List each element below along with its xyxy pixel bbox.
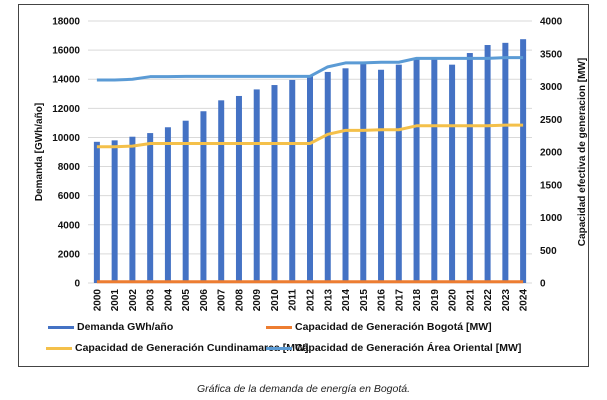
y-tick-label: 2000	[58, 249, 81, 260]
bar	[271, 85, 278, 284]
legend-label: Capacidad de Generación Área Oriental [M…	[295, 342, 522, 354]
bar	[235, 95, 242, 283]
y-tick-label: 8000	[58, 162, 81, 173]
series-line	[96, 56, 524, 82]
y-tick-label: 6000	[58, 191, 81, 202]
legend-swatch	[266, 346, 292, 350]
x-tick-label: 2002	[128, 289, 139, 312]
bar	[93, 141, 100, 283]
y-tick-label: 16000	[52, 46, 80, 57]
y2-tick-label: 1000	[540, 213, 563, 224]
bar	[449, 64, 456, 284]
legend-label: Capacidad de Generación Bogotá [MW]	[295, 321, 492, 333]
bar	[307, 76, 313, 283]
x-tick-label: 2024	[519, 289, 530, 312]
figure-caption: Gráfica de la demanda de energía en Bogo…	[196, 383, 411, 395]
bar	[147, 133, 154, 283]
legend-swatch	[266, 325, 292, 329]
y-tick-label: 0	[74, 279, 80, 290]
legend-item-cundinamarca: Capacidad de Generación Cundinamarca [MW…	[46, 342, 308, 354]
series-line	[96, 123, 524, 149]
bar	[289, 79, 296, 283]
x-tick-label: 2012	[306, 289, 317, 312]
legend-item-demanda: Demanda GWh/año	[48, 321, 173, 333]
y-tick-label: 14000	[52, 75, 80, 86]
x-tick-label: 2017	[394, 289, 405, 312]
y2-tick-label: 3000	[540, 82, 563, 93]
bar	[466, 53, 473, 284]
bar	[520, 39, 527, 283]
y-tick-label: 12000	[52, 104, 80, 115]
x-tick-label: 2006	[199, 289, 210, 312]
y2-tick-label: 2500	[540, 115, 563, 126]
y-tick-label: 4000	[58, 220, 81, 231]
x-tick-label: 2003	[146, 289, 157, 312]
legend-swatch	[48, 325, 74, 329]
x-tick-label: 2016	[377, 289, 388, 312]
bar	[484, 45, 491, 284]
x-tick-label: 2011	[288, 289, 299, 311]
y-axis-label: Demanda [GWh/año]	[34, 103, 45, 201]
bar	[342, 68, 349, 283]
legend-swatch	[46, 346, 72, 350]
y2-axis-label: Capacidad efectiva de generacion [MW]	[577, 58, 588, 246]
legend-label: Capacidad de Generación Cundinamarca [MW…	[75, 342, 309, 354]
x-tick-label: 2009	[252, 289, 263, 312]
bar	[395, 64, 402, 284]
x-tick-label: 2010	[270, 289, 281, 312]
y-tick-label: 18000	[52, 17, 80, 28]
bar	[182, 120, 189, 283]
bar	[111, 140, 118, 283]
bar	[378, 69, 385, 283]
y2-tick-label: 500	[540, 246, 557, 257]
x-tick-label: 2021	[465, 289, 476, 312]
bar	[218, 100, 225, 283]
x-tick-label: 2019	[430, 289, 441, 312]
bar	[360, 63, 367, 283]
x-tick-label: 2005	[181, 289, 192, 312]
y-tick-label: 10000	[52, 133, 80, 144]
x-tick-label: 2015	[359, 289, 370, 312]
bar	[324, 71, 331, 283]
x-tick-label: 2008	[234, 289, 245, 312]
bar	[200, 111, 207, 283]
bar	[164, 127, 171, 283]
bar	[431, 57, 438, 284]
chart-frame	[18, 4, 589, 367]
legend-item-area-oriental: Capacidad de Generación Área Oriental [M…	[266, 342, 521, 354]
x-tick-label: 2014	[341, 289, 352, 312]
y2-tick-label: 2000	[540, 148, 563, 159]
x-tick-label: 2013	[323, 289, 334, 312]
x-tick-label: 2001	[110, 289, 121, 312]
x-tick-label: 2004	[163, 289, 174, 312]
legend-item-bogota: Capacidad de Generación Bogotá [MW]	[266, 321, 492, 333]
y2-tick-label: 0	[540, 279, 546, 290]
x-tick-label: 2020	[448, 289, 459, 312]
legend-label: Demanda GWh/año	[77, 321, 174, 333]
x-tick-label: 2018	[412, 289, 423, 312]
bar	[129, 136, 136, 283]
bar	[502, 42, 509, 284]
x-tick-label: 2000	[92, 289, 103, 312]
x-tick-label: 2007	[217, 289, 228, 312]
y2-tick-label: 3500	[540, 49, 563, 60]
x-tick-label: 2022	[483, 289, 494, 312]
x-tick-label: 2023	[501, 289, 512, 312]
bar	[253, 89, 260, 284]
y2-tick-label: 4000	[540, 17, 563, 28]
y2-tick-label: 1500	[540, 180, 563, 191]
bar	[413, 58, 420, 283]
